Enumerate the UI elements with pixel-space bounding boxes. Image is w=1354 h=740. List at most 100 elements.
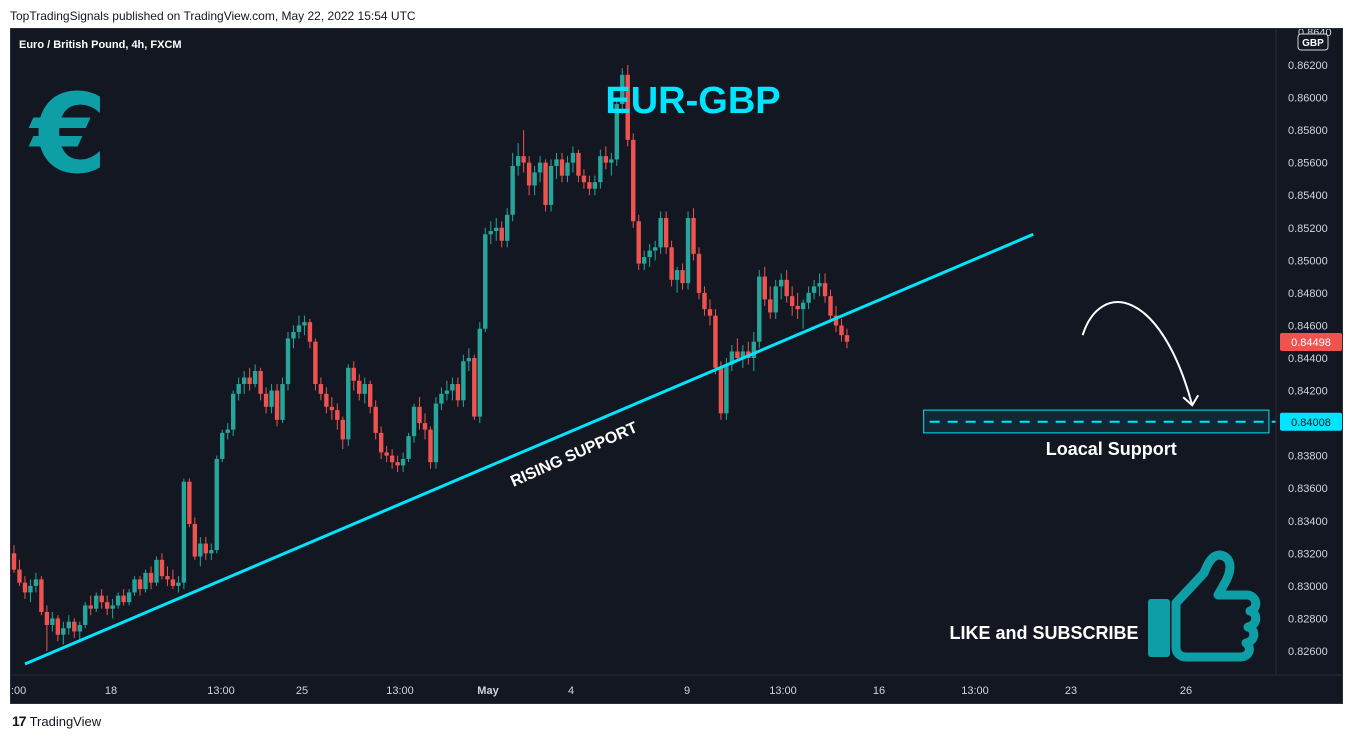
candle-body [291,331,296,339]
candle-body [576,152,581,176]
candle [554,152,559,179]
candle [455,377,461,407]
candle-body [406,436,411,459]
candle [203,537,208,560]
candle-body [603,156,609,163]
overlay-layer: RISING SUPPORT Loacal SupportEUR-GBPEuro … [19,39,1276,666]
price-tick-label: 0.85000 [1288,255,1328,267]
candle-body [77,624,82,632]
candle-body [762,276,767,300]
candle-body [663,218,669,248]
candle [674,266,680,293]
candle-body [691,218,696,254]
candle [625,65,630,147]
candle-body [510,165,515,215]
candle-body [609,159,614,163]
candle [713,309,718,375]
candle [779,273,784,300]
chart-canvas[interactable]: RISING SUPPORT Loacal SupportEUR-GBPEuro … [11,29,1343,704]
time-tick-label: 13:00 [961,685,989,697]
candle [773,279,778,319]
candle-body [839,325,844,336]
candle [543,159,548,212]
candle [154,556,159,586]
candle-body [203,543,208,554]
candle [581,169,587,189]
candle [33,572,39,593]
candle-body [729,351,735,365]
thumb-hand [1171,550,1261,662]
support-price-label: 0.84008 [1291,417,1331,429]
candle-body [444,390,450,394]
candle-body [99,595,104,603]
candle [592,175,598,196]
candle-body [66,621,71,629]
time-tick-label: 9 [684,685,690,697]
time-tick-label: May [477,685,499,697]
candle-body [779,279,784,287]
price-tick-label: 0.86200 [1288,60,1328,72]
candle-body [296,325,302,332]
time-tick-label: 13:00 [207,685,235,697]
price-tick-label: 0.82600 [1288,646,1328,658]
candle-body [735,351,740,358]
candle-body [225,429,230,433]
candle [521,130,526,173]
candle-body [373,406,378,433]
candle [428,426,433,469]
price-tick-label: 0.84200 [1288,386,1328,398]
candle [132,576,137,596]
candle [61,621,66,645]
price-tick-label: 0.85800 [1288,125,1328,137]
candle-body [400,458,406,466]
candle-body [231,393,236,430]
candle-body [104,602,110,609]
candle [258,367,263,401]
publish-header: TopTradingSignals published on TradingVi… [10,9,416,23]
candle [724,358,729,420]
candle-body [477,328,482,417]
candle-body [548,165,554,205]
candle [707,299,713,326]
candle-body [587,182,592,189]
candle-body [335,410,340,420]
candle [828,289,833,323]
candle-body [822,283,828,297]
candle [198,537,203,567]
euro-icon: € [28,70,108,198]
candle [324,387,329,414]
candle [225,423,230,440]
support-label: Loacal Support [1046,439,1177,459]
candle [318,377,324,401]
candle-body [658,218,663,248]
candle [631,133,636,228]
candle [663,211,669,254]
candle [702,286,707,316]
candle [28,579,33,603]
candle [247,367,252,391]
chart-panel[interactable]: RISING SUPPORT Loacal Support EUR-GBP Euro … [10,28,1343,704]
price-tick-label: 0.83000 [1288,581,1328,593]
candle-body [126,592,132,603]
candle [66,615,71,635]
candle-body [559,159,565,176]
candle [88,595,93,616]
candle [642,250,647,271]
currency-badge [1297,33,1329,51]
candle-body [422,423,428,430]
candle [274,384,280,427]
candle-body [346,367,351,440]
candle-body [313,341,318,385]
candle [735,338,740,362]
currency-badge-label: GBP [1302,38,1324,49]
tradingview-footer[interactable]: 17 TradingView [12,713,101,729]
candle-body [72,621,77,632]
candle [636,214,641,271]
candle-body [159,559,165,577]
candle-body [137,579,143,590]
candle [165,566,170,586]
candle [22,576,28,599]
thumbs-up-icon [1148,550,1261,662]
candle-body [751,341,756,358]
candle [789,286,795,316]
